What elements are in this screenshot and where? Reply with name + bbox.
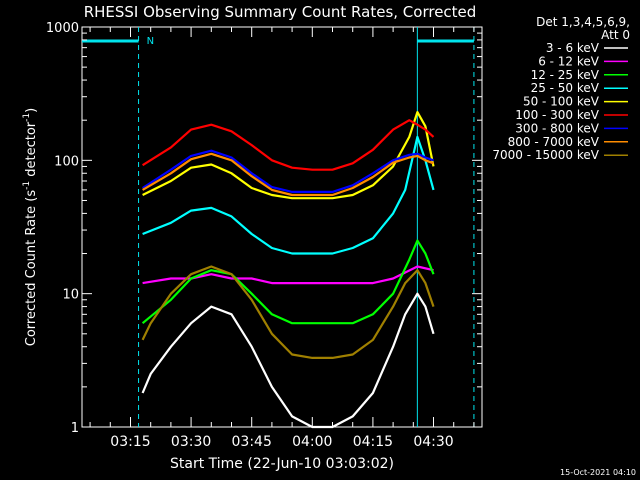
plot-area: N 1 10 100 1000 03:15 03:30 03:45 04:00 04:15 04…: [46, 21, 483, 450]
chart-title: RHESSI Observing Summary Count Rates, Co…: [84, 3, 477, 21]
legend-header-line-2: Att 0: [601, 28, 630, 42]
legend-label: 3 - 6 keV: [546, 41, 600, 55]
series-line-6: [142, 119, 435, 171]
series-line-5: [142, 110, 435, 200]
legend-label: 25 - 50 keV: [531, 81, 600, 95]
y-axis-label-sup-2: -1: [22, 113, 32, 122]
timestamp: 15-Oct-2021 04:10: [560, 468, 636, 477]
y-axis-label-main: Corrected Count Rate (s: [24, 190, 39, 347]
plot-frame: [81, 26, 483, 428]
x-tick-label: 04:15: [353, 434, 393, 450]
y-tick-label: 1000: [46, 21, 79, 36]
x-axis: 03:15 03:30 03:45 04:00 04:15 04:30: [89, 27, 475, 450]
legend-label: 50 - 100 keV: [523, 95, 600, 109]
legend-header-line-1: Det 1,3,4,5,6,9,: [536, 15, 630, 29]
series-line-3: [141, 239, 435, 325]
y-tick-label: 10: [62, 288, 79, 303]
series-line-1: [141, 292, 435, 429]
x-tick-label: 03:45: [232, 434, 272, 450]
y-axis-label: Corrected Count Rate (s-1 detector-1): [22, 108, 39, 346]
x-tick-label: 04:00: [292, 434, 332, 450]
y-axis-label-mid: detector: [24, 121, 39, 181]
y-axis-label-end: ): [24, 108, 39, 113]
x-tick-label: 03:15: [110, 434, 150, 450]
legend-label: 6 - 12 keV: [538, 54, 600, 68]
series-line-8: [142, 152, 434, 197]
y-tick-label: 100: [54, 154, 79, 169]
series-lines: [141, 110, 435, 429]
series-line-7: [142, 149, 434, 193]
series-line-2: [142, 265, 434, 285]
legend-label: 800 - 7000 keV: [508, 135, 600, 149]
mode-markers: N: [82, 27, 475, 427]
mode-flag: N: [147, 36, 154, 47]
series-line-9: [141, 265, 435, 359]
y-axis-label-sup-1: -1: [22, 181, 32, 190]
y-axis: 1 10 100 1000: [46, 21, 482, 436]
x-tick-label: 04:30: [413, 434, 453, 450]
legend-label: 12 - 25 keV: [531, 68, 600, 82]
x-axis-label: Start Time (22-Jun-10 03:03:02): [170, 456, 394, 472]
x-tick-label: 03:30: [171, 434, 211, 450]
y-tick-label: 1: [71, 421, 79, 436]
legend-label: 300 - 800 keV: [515, 121, 599, 135]
legend-label: 100 - 300 keV: [515, 108, 599, 122]
legend-label: 7000 - 15000 keV: [492, 148, 599, 162]
series-line-4: [142, 135, 435, 255]
